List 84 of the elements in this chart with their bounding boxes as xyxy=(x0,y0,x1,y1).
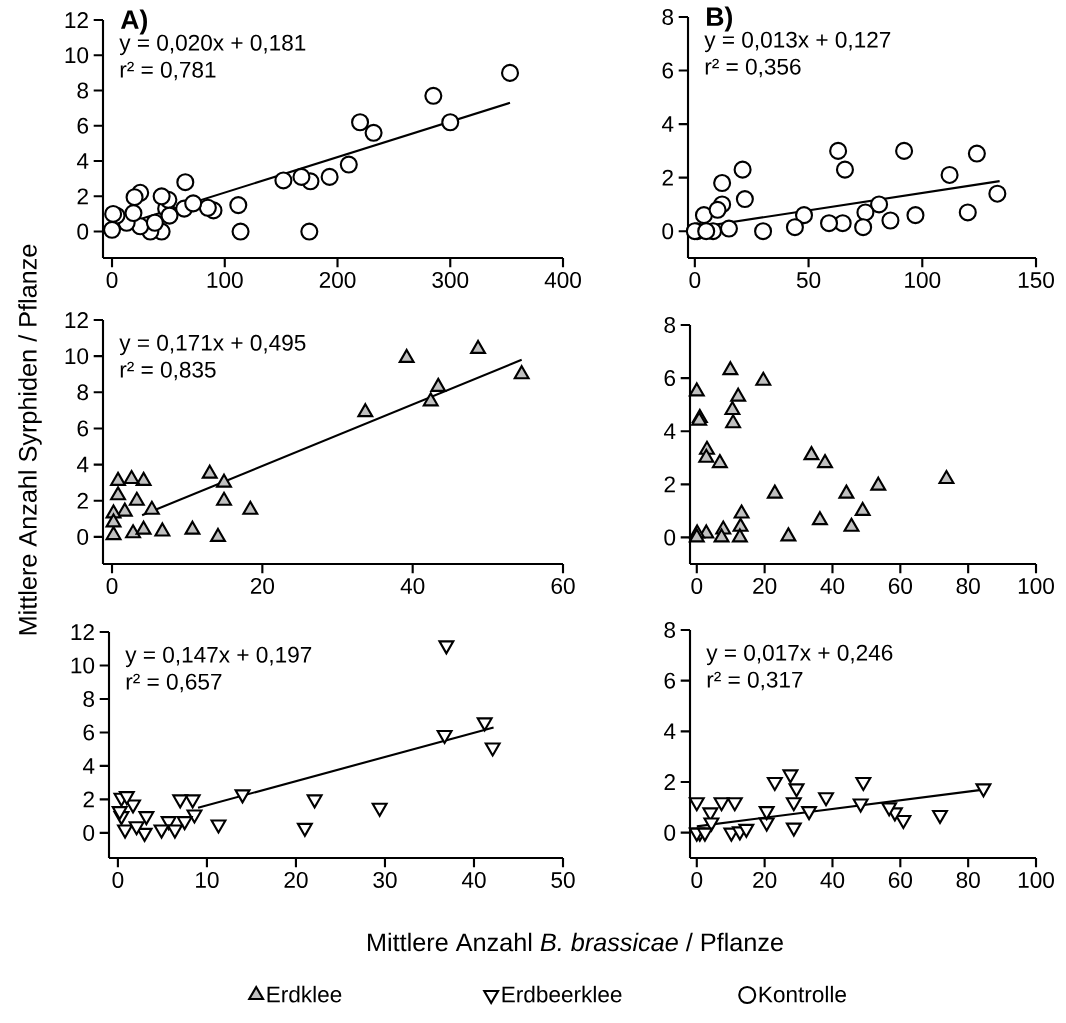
y-tick-label: 0 xyxy=(83,824,95,841)
annotation: y = 0,020x + 0,181 xyxy=(119,34,306,56)
x-tick-label: 40 xyxy=(400,577,425,594)
y-tick-label: 8 xyxy=(83,690,95,707)
x-tick-label: 30 xyxy=(373,871,397,888)
x-tick-label: 20 xyxy=(284,871,308,888)
x-tick-label: 60 xyxy=(551,577,575,594)
y-tick-label: 0 xyxy=(77,528,89,545)
y-tick-label: 2 xyxy=(662,169,673,186)
x-tick-label: 40 xyxy=(461,871,486,888)
x-tick-label: 300 xyxy=(432,271,469,288)
y-tick-label: 6 xyxy=(77,117,89,134)
y-tick-label: 4 xyxy=(661,116,674,132)
annotation: r² = 0,781 xyxy=(120,61,216,81)
y-tick-label: 8 xyxy=(664,622,676,639)
annotation: r² = 0,356 xyxy=(705,58,801,78)
y-tick-label: 6 xyxy=(77,420,89,437)
y-tick-label: 12 xyxy=(71,624,94,640)
annotation: y = 0,171x + 0,495 xyxy=(119,334,306,356)
annotation: B) xyxy=(707,6,732,32)
x-tick-label: 80 xyxy=(956,577,980,594)
y-tick-label: 6 xyxy=(664,370,676,387)
x-axis-title: Mittlere Anzahl B. brassicae / Pflanze xyxy=(368,932,783,952)
x-tick-label: 0 xyxy=(106,577,118,594)
y-tick-label: 10 xyxy=(65,348,89,365)
x-tick-label: 150 xyxy=(1018,271,1054,288)
y-tick-label: 0 xyxy=(77,223,89,240)
y-tick-label: 8 xyxy=(664,317,676,333)
annotation: r² = 0,317 xyxy=(707,671,803,691)
x-tick-label: 0 xyxy=(689,271,701,288)
x-tick-label: 100 xyxy=(905,271,941,288)
y-axis-title: Mittlere Anzahl Syrphiden / Pflanze xyxy=(18,244,42,635)
annotation: y = 0,013x + 0,127 xyxy=(704,31,891,53)
y-tick-label: 8 xyxy=(77,82,89,99)
y-tick-label: 4 xyxy=(76,153,89,169)
y-tick-label: 2 xyxy=(77,188,88,205)
x-tick-label: 20 xyxy=(753,577,777,594)
y-tick-label: 2 xyxy=(664,774,675,790)
x-tick-label: 50 xyxy=(796,271,821,288)
legend-label: Erdbeerklee xyxy=(502,985,622,1003)
y-tick-label: 12 xyxy=(65,12,88,28)
y-tick-label: 4 xyxy=(663,423,676,439)
x-tick-label: 100 xyxy=(1018,871,1054,888)
annotation: A) xyxy=(120,9,147,35)
y-tick-label: 6 xyxy=(664,672,676,689)
x-tick-label: 0 xyxy=(106,271,118,288)
x-tick-label: 0 xyxy=(691,577,703,594)
x-tick-label: 0 xyxy=(691,871,703,888)
x-tick-label: 40 xyxy=(820,577,845,594)
x-tick-label: 20 xyxy=(753,871,777,888)
annotation: r² = 0,835 xyxy=(120,361,216,381)
y-tick-label: 2 xyxy=(664,476,675,493)
legend-label: Kontrolle xyxy=(759,985,846,1003)
y-tick-label: 8 xyxy=(662,8,674,25)
x-tick-label: 40 xyxy=(820,871,845,888)
y-tick-label: 0 xyxy=(662,223,674,240)
y-tick-label: 0 xyxy=(664,824,676,841)
annotation: y = 0,017x + 0,246 xyxy=(706,644,893,666)
y-tick-label: 12 xyxy=(65,312,88,328)
annotation: y = 0,147x + 0,197 xyxy=(125,646,312,668)
x-tick-label: 400 xyxy=(544,271,581,288)
x-tick-label: 20 xyxy=(250,577,275,594)
y-tick-label: 2 xyxy=(77,492,88,509)
x-tick-label: 50 xyxy=(551,871,575,888)
y-tick-label: 4 xyxy=(82,758,95,774)
y-tick-label: 10 xyxy=(65,47,89,64)
x-tick-label: 100 xyxy=(1018,577,1054,594)
legend-label: Erdklee xyxy=(267,985,342,1003)
y-tick-label: 2 xyxy=(83,791,94,808)
x-tick-label: 80 xyxy=(956,871,980,888)
y-tick-label: 0 xyxy=(664,529,676,546)
x-tick-label: 100 xyxy=(207,271,243,288)
annotation: r² = 0,657 xyxy=(126,673,222,693)
y-tick-label: 4 xyxy=(76,456,89,473)
x-tick-label: 60 xyxy=(888,577,913,594)
x-tick-label: 200 xyxy=(319,271,356,288)
x-tick-label: 0 xyxy=(112,871,124,888)
x-tick-label: 60 xyxy=(888,871,913,888)
y-tick-label: 6 xyxy=(662,62,674,79)
y-tick-label: 6 xyxy=(83,724,95,741)
y-tick-label: 10 xyxy=(71,657,95,674)
y-tick-label: 4 xyxy=(663,723,676,740)
y-tick-label: 8 xyxy=(77,384,89,401)
x-tick-label: 10 xyxy=(196,871,219,888)
